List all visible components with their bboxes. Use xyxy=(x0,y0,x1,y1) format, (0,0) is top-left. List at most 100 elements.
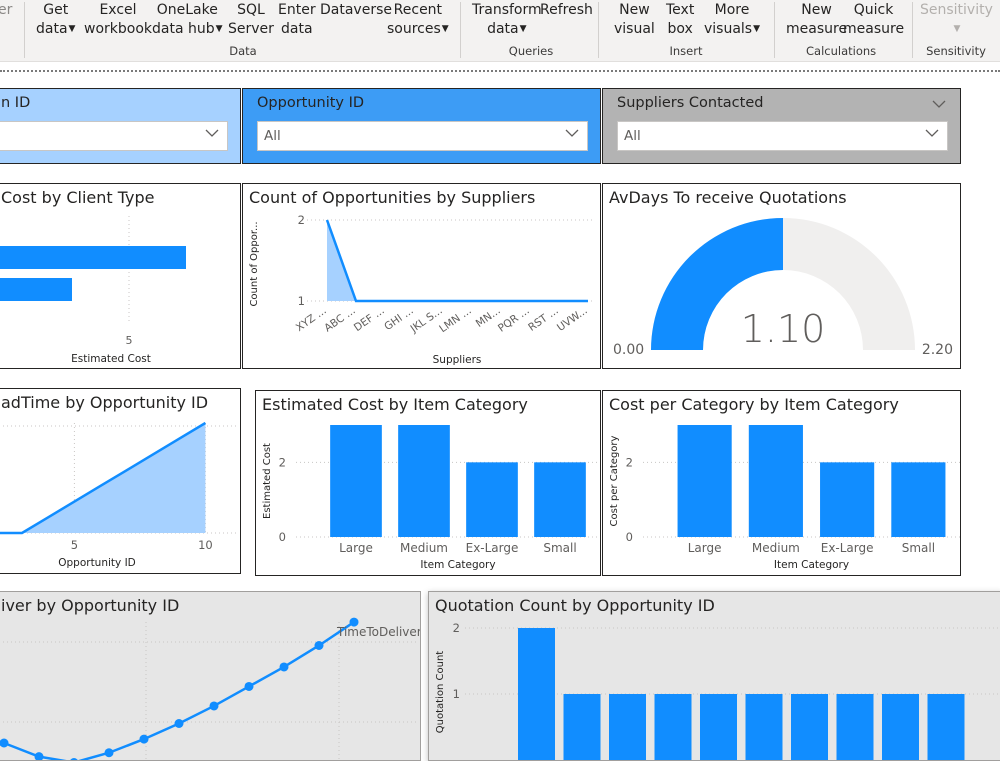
group-label-calculations: Calculations xyxy=(806,44,877,58)
chevron-down-icon[interactable] xyxy=(932,97,946,111)
x-tick-label: Ex-Large xyxy=(821,541,874,555)
slicer-opportunity-id[interactable]: Opportunity ID All xyxy=(242,88,601,164)
get-data-label-2: data xyxy=(36,21,68,37)
new-visual-label-1: New xyxy=(619,2,650,18)
recent-sources-label-1: Recent xyxy=(393,2,443,18)
get-data-button[interactable]: Get data▼ xyxy=(36,1,75,39)
ribbon-separator xyxy=(460,2,461,58)
group-label-sensitivity: Sensitivity xyxy=(926,44,986,58)
group-label-queries: Queries xyxy=(508,44,554,58)
sensitivity-button[interactable]: Sensitivity ▼ xyxy=(920,1,993,39)
onelake-label-2: data hub xyxy=(152,21,215,37)
bar xyxy=(745,694,783,760)
x-tick-label: JKL S... xyxy=(408,305,445,336)
x-axis-title: Suppliers xyxy=(433,354,482,366)
onelake-data-hub-button[interactable]: OneLake data hub▼ xyxy=(152,1,223,39)
y-axis-title: Estimated Cost xyxy=(262,443,273,519)
ribbon-separator xyxy=(598,2,599,58)
slicer-dropdown[interactable]: All xyxy=(257,121,588,151)
slicer-title: Opportunity ID xyxy=(257,95,365,111)
excel-workbook-label-2: workbook xyxy=(84,21,153,37)
x-tick-label: Small xyxy=(543,541,576,555)
slicer-dropdown[interactable] xyxy=(0,121,228,151)
chart-avdays-gauge: 1.10 0.00 2.20 xyxy=(613,218,953,358)
bar xyxy=(518,628,555,760)
slicer-dropdown[interactable]: All xyxy=(617,121,948,151)
excel-workbook-button[interactable]: Excel workbook xyxy=(84,1,152,39)
x-tick-label: XYZ ... xyxy=(294,305,329,334)
slicer-client-id[interactable]: n ID xyxy=(0,88,241,164)
chevron-down-icon: ▼ xyxy=(953,24,961,34)
visual-count-opportunities-by-suppliers[interactable]: Count of Opportunities by Suppliers 2 1 XY… xyxy=(242,183,601,369)
bar xyxy=(466,462,518,537)
chevron-down-icon xyxy=(565,129,579,137)
new-measure-label-2: measure xyxy=(786,21,848,37)
more-visuals-label-1: More xyxy=(714,2,750,18)
refresh-button[interactable]: Refresh xyxy=(540,1,593,20)
enter-data-button[interactable]: Enter data xyxy=(278,1,316,39)
clipped-label-2: er xyxy=(0,2,13,18)
legend-label: TimeToDeliver xyxy=(336,625,421,639)
x-axis-title: Opportunity ID xyxy=(58,557,136,569)
visual-title: Cost by Client Type xyxy=(1,188,155,207)
bar xyxy=(882,694,919,760)
ribbon: er Get data▼ Excel workbook OneLake data hu… xyxy=(0,0,1000,62)
visual-time-to-deliver[interactable]: iver by Opportunity ID TimeToDeliver xyxy=(0,591,421,761)
chart-leadtime: 5 10 Opportunity ID xyxy=(0,421,239,569)
visual-title: iver by Opportunity ID xyxy=(1,596,180,615)
series-line xyxy=(0,421,207,535)
bar xyxy=(700,694,737,760)
new-measure-button[interactable]: New measure xyxy=(786,1,847,39)
y-tick-label: 2 xyxy=(298,213,305,227)
data-point xyxy=(349,617,359,627)
visual-quotation-count[interactable]: Quotation Count by Opportunity ID 2 1 Quot… xyxy=(428,591,1000,761)
x-tick-label: Medium xyxy=(752,541,800,555)
new-visual-button[interactable]: New visual xyxy=(614,1,655,39)
bar xyxy=(534,462,586,537)
x-tick-label: RST ... xyxy=(526,305,561,334)
visual-estimated-cost-by-category[interactable]: Estimated Cost by Item Category 2 0 Large M… xyxy=(255,390,601,576)
y-tick-label: 2 xyxy=(279,455,286,469)
x-tick-label: Medium xyxy=(400,541,448,555)
slicer-value: All xyxy=(624,128,641,144)
chevron-down-icon xyxy=(925,129,939,137)
slicer-suppliers-contacted[interactable]: Suppliers Contacted All xyxy=(602,88,961,164)
chevron-down-icon: ▼ xyxy=(68,24,76,34)
dataverse-button[interactable]: Dataverse xyxy=(320,1,392,20)
gauge-fill xyxy=(651,218,783,350)
visual-title: Quotation Count by Opportunity ID xyxy=(435,596,715,615)
bar xyxy=(677,425,732,537)
transform-data-button[interactable]: Transform data▼ xyxy=(472,1,542,39)
visual-title: Count of Opportunities by Suppliers xyxy=(249,188,536,207)
data-point xyxy=(279,662,289,672)
bar xyxy=(836,694,874,760)
visual-avdays-gauge[interactable]: AvDays To receive Quotations 1.10 0.00 2.2… xyxy=(602,183,961,369)
visual-cost-per-category[interactable]: Cost per Category by Item Category 2 0 Lar… xyxy=(602,390,961,576)
y-tick-label: 2 xyxy=(453,621,460,635)
ribbon-separator xyxy=(912,2,913,58)
bar xyxy=(0,278,72,301)
x-tick-label: Large xyxy=(688,541,722,555)
more-visuals-button[interactable]: More visuals▼ xyxy=(704,1,760,39)
quick-measure-button[interactable]: Quick measure xyxy=(843,1,904,39)
sql-server-button[interactable]: SQL Server xyxy=(228,1,274,39)
visual-leadtime-by-opportunity[interactable]: adTime by Opportunity ID 5 10 Opportunity … xyxy=(0,388,241,574)
sql-server-label-1: SQL xyxy=(237,2,265,18)
x-axis-title: Item Category xyxy=(774,559,849,571)
visual-cost-by-client-type[interactable]: Cost by Client Type 5 Estimated Cost xyxy=(0,183,241,369)
bar xyxy=(330,425,382,537)
ribbon-separator xyxy=(24,2,25,58)
gauge-max-label: 2.20 xyxy=(922,342,953,358)
more-visuals-label-2: visuals xyxy=(704,21,753,37)
bar xyxy=(398,425,450,537)
transform-label-2: data xyxy=(487,21,519,37)
y-axis-title: Count of Oppor... xyxy=(249,221,260,306)
data-point xyxy=(314,641,324,650)
recent-sources-button[interactable]: Recent sources▼ xyxy=(387,1,449,39)
ribbon-clipped-button[interactable]: er xyxy=(0,1,12,20)
recent-sources-label-2: sources xyxy=(387,21,441,37)
text-box-button[interactable]: Text box xyxy=(666,1,694,39)
chevron-down-icon: ▼ xyxy=(215,24,223,34)
gauge-min-label: 0.00 xyxy=(613,342,644,358)
chart-quotation-count: 2 1 Quotation Count xyxy=(435,621,1000,760)
